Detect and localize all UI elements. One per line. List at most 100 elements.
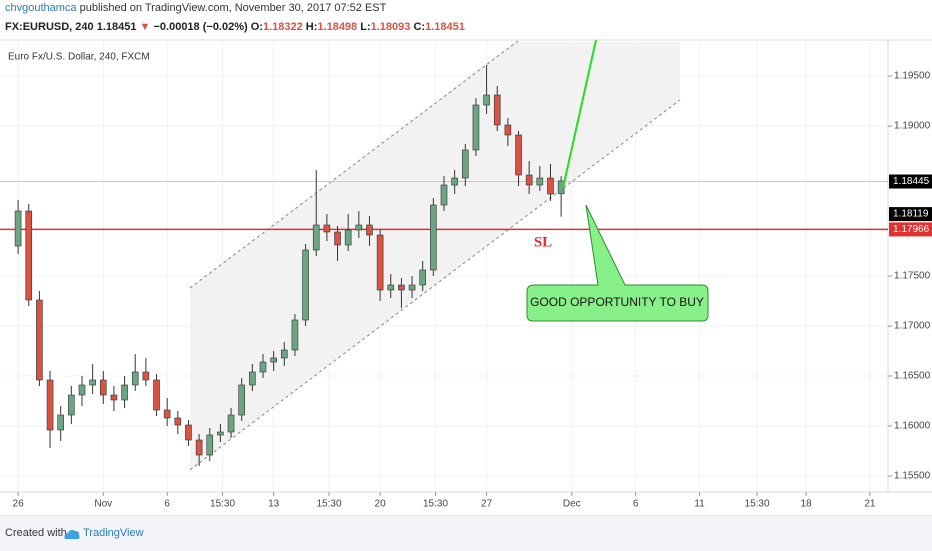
published: published on TradingView.com, November 3…	[76, 2, 387, 14]
candle-body	[387, 284, 395, 291]
candle-body	[99, 379, 107, 396]
publish-line: chvgouthamca published on TradingView.co…	[5, 2, 386, 14]
x-tick-label: 26	[13, 499, 25, 510]
candle-body	[461, 149, 469, 179]
candle-body	[89, 379, 96, 386]
price-label: 1.17966	[893, 224, 930, 235]
candle-body	[57, 414, 64, 431]
x-tick-label: 27	[481, 499, 493, 510]
candle-body	[68, 394, 75, 416]
footer: Created with TradingView	[0, 515, 932, 551]
x-tick-label: 6	[633, 499, 639, 510]
candle-body	[355, 224, 363, 231]
change-arrow: ▼	[139, 21, 151, 33]
logo	[64, 529, 80, 539]
high-value: 1.18498	[317, 21, 358, 33]
candle-body	[366, 224, 373, 236]
candle-body	[14, 210, 22, 247]
created-with: Created with	[5, 527, 67, 539]
candle-body	[376, 234, 384, 291]
price-label-box	[889, 207, 932, 222]
low-value: 1.18093	[370, 21, 411, 33]
price-label: 1.18445	[893, 176, 930, 187]
callout-text: GOOD OPPORTUNITY TO BUY	[530, 295, 704, 309]
candle-body	[323, 224, 331, 233]
candle-body	[195, 439, 203, 456]
x-tick-label: 18	[800, 499, 812, 510]
candle-body	[525, 174, 533, 186]
close-value: 1.18451	[425, 21, 465, 33]
y-tick-label: 1.19000	[894, 121, 931, 132]
candle-body	[547, 177, 554, 195]
price-label-box	[889, 174, 932, 189]
price-label: 1.18119	[893, 209, 929, 220]
y-tick-label: 1.17000	[894, 321, 931, 332]
channel-lower	[189, 99, 681, 471]
y-tick-label: 1.19500	[894, 71, 931, 82]
candle-body	[110, 394, 118, 401]
y-tick-label: 1.15500	[894, 471, 931, 482]
x-tick-label: 20	[375, 499, 387, 510]
candle-body	[25, 210, 33, 301]
y-tick-label: 1.17500	[894, 271, 931, 282]
candle-body	[430, 204, 437, 271]
low-label: L:	[360, 21, 371, 33]
candle-body	[121, 384, 128, 401]
candle-body	[536, 177, 544, 186]
channel-upper	[189, 40, 519, 289]
x-tick-label: 11	[694, 499, 705, 510]
x-tick-label: 15:30	[316, 499, 341, 510]
x-tick-label: 15:30	[745, 499, 770, 510]
x-tick-label: Dec	[563, 499, 581, 510]
candle-body	[493, 94, 501, 126]
author[interactable]: chvgouthamca	[5, 2, 77, 14]
candle-body	[249, 371, 256, 386]
candle-body	[163, 409, 171, 419]
candles	[14, 65, 565, 466]
candle-body	[334, 231, 341, 246]
candle-body	[46, 379, 54, 431]
change: −0.00018 (−0.02%)	[153, 21, 248, 33]
symbol: FX:EURUSD, 240	[5, 21, 94, 33]
candle-body	[227, 414, 235, 433]
close-label: C:	[413, 21, 426, 33]
candle-body	[504, 124, 512, 136]
candle-body	[280, 349, 288, 359]
target-line	[562, 39, 597, 189]
candle-body	[174, 417, 182, 426]
brand[interactable]: TradingView	[83, 527, 144, 539]
candle-body	[451, 177, 458, 186]
candle-body	[515, 134, 522, 176]
x-tick-label: Nov	[94, 499, 112, 510]
candle-body	[408, 284, 416, 291]
open-label: O:	[250, 21, 263, 33]
candle-body	[483, 94, 490, 106]
x-tick-label: 15:30	[423, 499, 448, 510]
candle-body	[238, 384, 245, 416]
candle-body	[302, 249, 309, 321]
sl-label: SL	[534, 234, 552, 250]
candle-body	[472, 104, 480, 151]
candle-body	[259, 361, 267, 373]
axes: 1.15500 1.16000 1.16500 1.17000 1.17500 1.190…	[13, 71, 932, 510]
high-label: H:	[305, 21, 318, 33]
candle-body	[142, 371, 150, 381]
candle-body	[206, 434, 214, 456]
callout-box	[526, 204, 709, 322]
chart: Euro Fx/U.S. Dollar, 240, FXCM SL GOOD O…	[0, 39, 932, 510]
candle-body	[217, 431, 224, 436]
grid	[0, 40, 888, 492]
candle-body	[153, 379, 160, 411]
y-tick-label: 1.16000	[894, 421, 931, 432]
x-tick-label: 15:30	[210, 499, 235, 510]
candle-body	[440, 184, 448, 206]
candle-body	[312, 224, 320, 251]
candle-body	[419, 269, 427, 286]
quote-line: FX:EURUSD, 240 1.18451 ▼ −0.00018 (−0.02…	[5, 21, 465, 33]
x-tick-label: 13	[268, 499, 280, 510]
price-label-box	[889, 222, 932, 237]
last-price: 1.18451	[96, 21, 137, 33]
candle-body	[344, 229, 352, 246]
open-value: 1.18322	[262, 21, 303, 33]
